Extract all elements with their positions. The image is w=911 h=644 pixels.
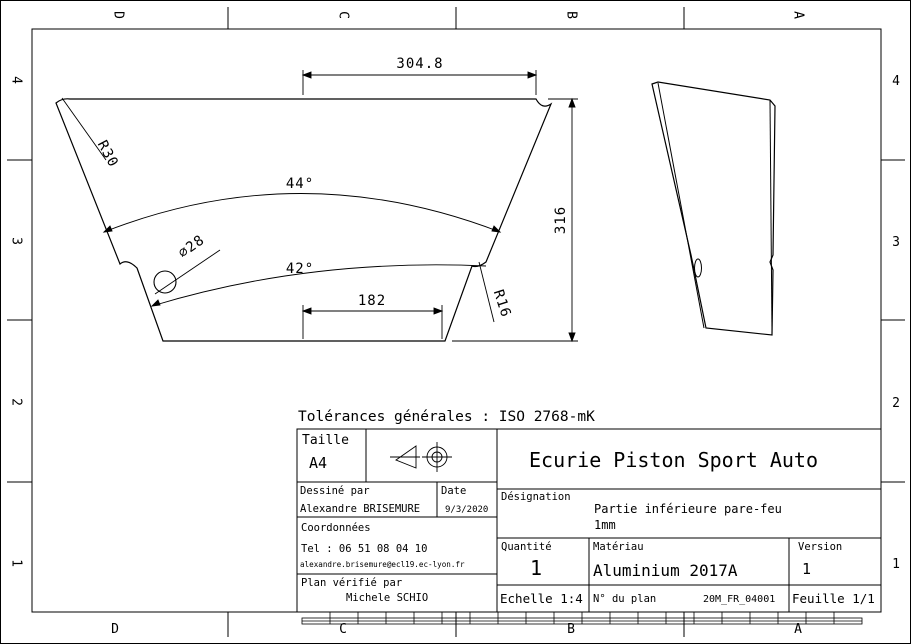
zone-number-right: 4 <box>892 74 900 89</box>
bottom-scale-ruler <box>301 612 863 625</box>
plan-no-label: N° du plan <box>593 593 656 605</box>
designation-line1: Partie inférieure pare-feu <box>594 502 782 516</box>
dim-top-width-label: 304.8 <box>396 56 443 72</box>
scale-value: Echelle 1:4 <box>500 591 583 606</box>
dim-hole-label: ⌀28 <box>176 232 208 261</box>
zone-number-left: 3 <box>9 237 24 245</box>
zone-number-right: 3 <box>892 235 900 250</box>
drawn-by-label: Dessiné par <box>300 485 370 497</box>
zone-number-right: 1 <box>892 557 900 572</box>
dim-top-width <box>301 70 538 95</box>
date-label: Date <box>441 485 466 497</box>
tolerances-text: Tolérances générales : ISO 2768-mK <box>298 409 595 425</box>
zone-letter-bottom: C <box>339 622 347 637</box>
part-outline-front <box>55 98 553 342</box>
projection-symbol-icon <box>390 442 452 472</box>
zone-letter-top: B <box>564 11 579 19</box>
hole-circle <box>153 270 177 294</box>
company-name: Ecurie Piston Sport Auto <box>529 448 818 472</box>
email-value: alexandre.brisemure@ecl19.ec-lyon.fr <box>300 560 465 569</box>
zone-ticks <box>7 7 905 637</box>
zone-number-left: 2 <box>9 398 24 406</box>
material-label: Matériau <box>593 541 644 553</box>
r30-leader <box>61 97 107 161</box>
dim-inner-angle-label: 42° <box>286 261 314 277</box>
plan-no-value: 20M_FR_04001 <box>703 594 775 605</box>
zone-letter-bottom: B <box>567 622 575 637</box>
zone-number-left: 1 <box>9 559 24 567</box>
side-edge-line <box>769 99 773 336</box>
zone-number-right: 2 <box>892 396 900 411</box>
dim-outer-angle <box>102 193 502 233</box>
checked-by-value: Michele SCHIO <box>346 592 428 604</box>
dim-radius-top-label: R30 <box>94 138 121 170</box>
zone-number-left: 4 <box>9 76 24 84</box>
quantity-value: 1 <box>530 556 542 580</box>
checked-by-label: Plan vérifié par <box>301 577 402 589</box>
part-outline-side <box>651 81 776 336</box>
designation-line2: 1mm <box>594 518 616 532</box>
contact-label: Coordonnées <box>301 522 371 534</box>
hole-leader <box>154 249 221 295</box>
phone-value: Tel : 06 51 08 04 10 <box>301 543 427 555</box>
title-block <box>296 428 882 613</box>
quantity-label: Quantité <box>501 541 552 553</box>
date-value: 9/3/2020 <box>445 505 488 515</box>
size-label: Taille <box>302 433 349 448</box>
designation-label: Désignation <box>501 491 571 503</box>
inner-frame <box>31 28 882 613</box>
dim-bottom-width-label: 182 <box>358 293 386 309</box>
zone-letter-bottom: A <box>794 622 802 637</box>
r16-leader <box>478 261 495 323</box>
version-value: 1 <box>802 560 811 578</box>
size-value: A4 <box>309 454 327 472</box>
zone-letter-top: D <box>111 11 126 19</box>
dim-radius-notch-label: R16 <box>490 288 514 320</box>
material-value: Aluminium 2017A <box>593 561 738 580</box>
zone-letter-top: A <box>791 11 806 19</box>
sheet-value: Feuille 1/1 <box>792 591 875 606</box>
side-hole <box>694 258 702 278</box>
dim-bottom-width <box>301 305 444 339</box>
dim-outer-angle-label: 44° <box>286 176 314 192</box>
dim-height <box>452 97 578 343</box>
zone-letter-top: C <box>336 11 351 19</box>
dim-height-label: 316 <box>553 206 569 234</box>
dim-inner-angle <box>150 264 487 307</box>
drawn-by-value: Alexandre BRISEMURE <box>300 503 420 515</box>
version-label: Version <box>798 541 842 553</box>
zone-letter-bottom: D <box>111 622 119 637</box>
side-bend-line <box>657 82 705 329</box>
